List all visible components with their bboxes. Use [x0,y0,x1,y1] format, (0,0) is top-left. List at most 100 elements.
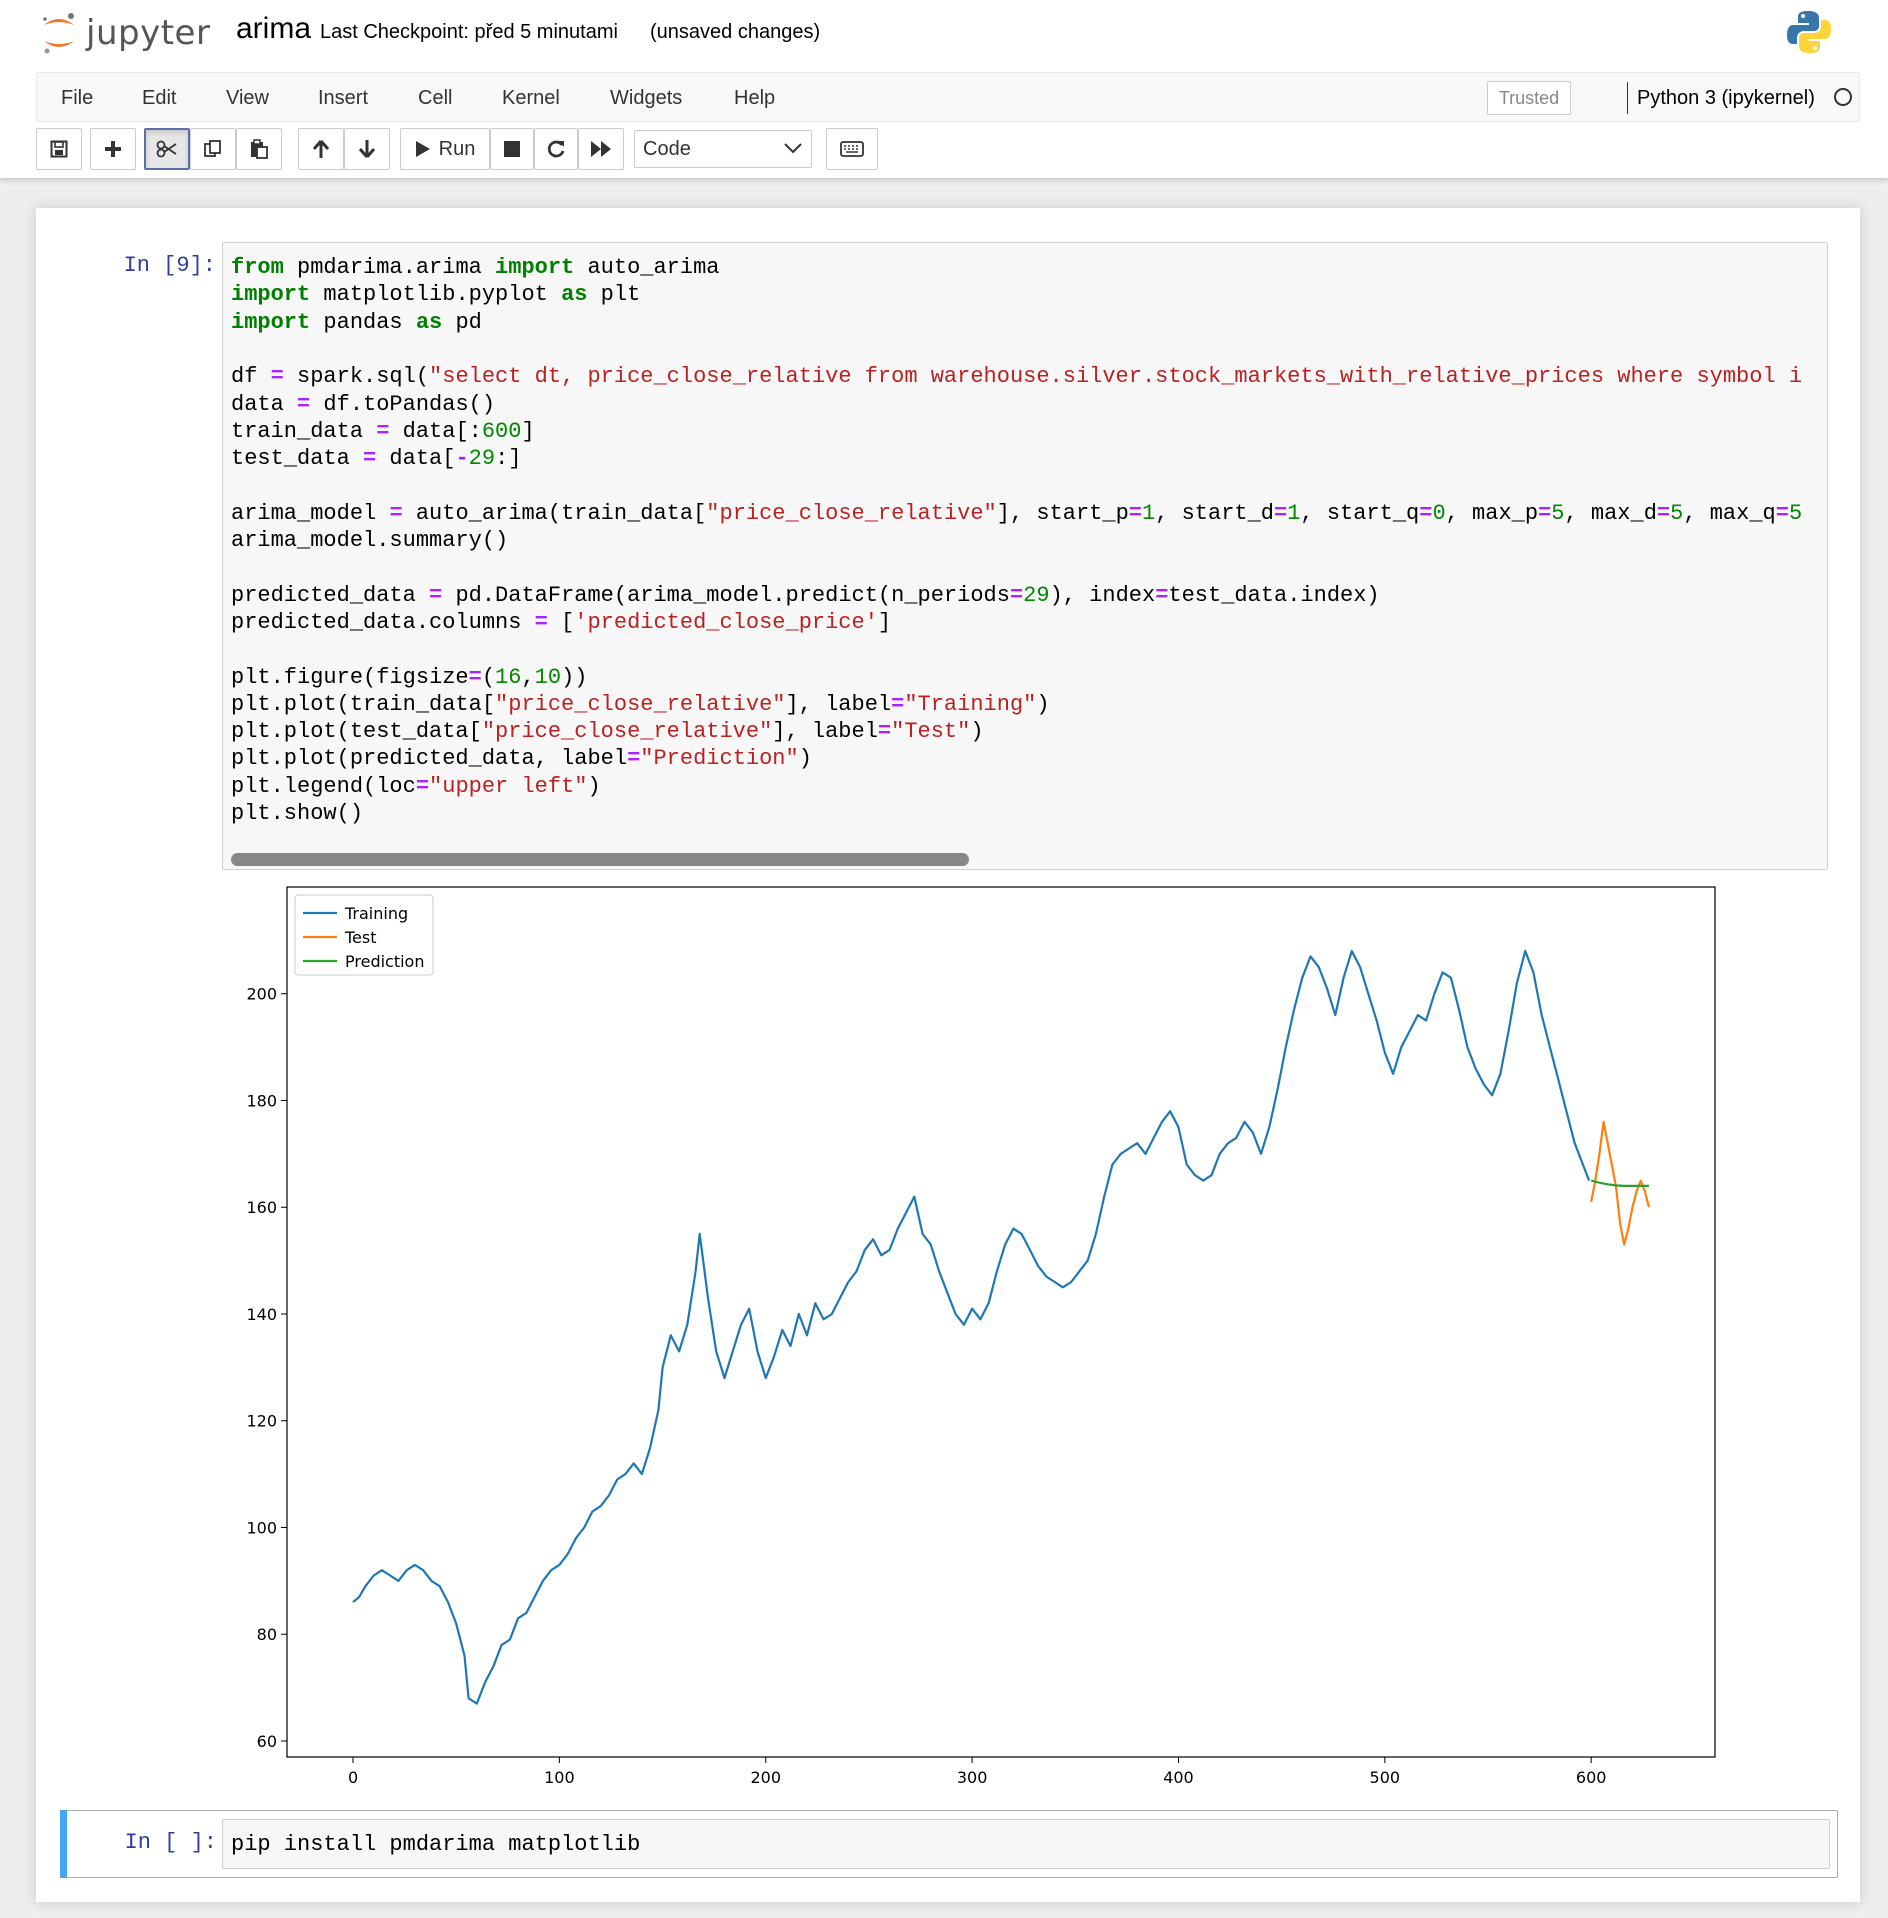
menubar: File Edit View Insert Cell Kernel Widget… [36,72,1860,122]
arrow-down-icon [358,140,376,158]
chart-output: 0 100 200 300 400 500 600 60 80 100 120 140 160 180 20… [222,873,1752,1793]
code-line: plt.figure(figsize=(16,10)) [231,664,588,690]
y-tick-label: 100 [246,1518,277,1537]
code-line: plt.plot(train_data["price_close_relativ… [231,691,1050,717]
copy-icon [204,140,221,157]
run-label: Run [438,137,476,160]
stop-icon [504,141,520,157]
code-line: test_data = data[-29:] [231,446,522,472]
horizontal-scrollbar[interactable] [223,849,1827,869]
restart-button[interactable] [534,128,578,170]
code-line: data = df.toPandas() [231,391,496,417]
y-tick-label: 60 [257,1732,277,1751]
code-line: pip install pmdarima matplotlib [231,1832,641,1857]
insert-cell-button[interactable] [90,128,136,170]
x-tick-label: 500 [1370,1768,1401,1787]
menu-edit[interactable]: Edit [142,87,177,109]
plot-area [286,886,1716,1758]
autosave-status: (unsaved changes) [650,21,821,43]
code-line: predicted_data.columns = ['predicted_clo… [231,609,892,635]
move-down-button[interactable] [344,128,390,170]
menu-insert[interactable]: Insert [318,87,369,109]
series-line-test [1590,1120,1651,1246]
save-button[interactable] [36,128,82,170]
command-palette-button[interactable] [826,128,878,170]
code-cell-input[interactable]: from pmdarima.arima import auto_arima im… [222,242,1828,870]
x-tick-label: 100 [544,1768,575,1787]
series-line-prediction [1590,1179,1649,1187]
code-line: arima_model = auto_arima(train_data["pri… [231,500,1803,526]
cut-button[interactable] [144,128,190,170]
y-tick-label: 120 [246,1412,277,1431]
code-line: predicted_data = pd.DataFrame(arima_mode… [231,582,1380,608]
jupyter-logo-icon [43,13,74,54]
paste-icon [251,139,268,159]
code-cell-input[interactable]: pip install pmdarima matplotlib [222,1819,1830,1869]
y-tick-label: 180 [246,1091,277,1110]
menu-cell[interactable]: Cell [418,87,453,109]
code-line: plt.plot(predicted_data, label="Predicti… [231,746,812,772]
legend-label: Training [344,904,408,923]
y-tick-label: 140 [246,1305,277,1324]
kernel-separator [1627,82,1628,114]
x-tick-label: 300 [957,1768,988,1787]
paste-button[interactable] [236,128,282,170]
code-line: from pmdarima.arima import auto_arima [231,255,720,280]
x-tick-label: 600 [1576,1768,1607,1787]
line-chart: 0 100 200 300 400 500 600 60 80 100 120 140 160 180 20… [246,886,1716,1787]
y-tick-label: 200 [246,985,277,1004]
save-icon [50,140,68,158]
y-tick-label: 160 [246,1198,277,1217]
restart-run-all-button[interactable] [578,128,624,170]
series-line-training [352,949,1591,1705]
chevron-down-icon [784,143,802,154]
legend [294,894,434,976]
x-tick-label: 400 [1163,1768,1194,1787]
play-icon [415,141,430,157]
legend-label: Prediction [345,952,424,971]
python-logo-icon [1785,8,1833,61]
selected-cell[interactable]: In [ ]: pip install pmdarima matplotlib [60,1810,1838,1878]
x-tick-label: 200 [750,1768,781,1787]
cell-type-value: Code [643,138,691,160]
checkpoint-status: Last Checkpoint: před 5 minutami [320,21,618,43]
plus-icon [105,141,121,157]
code-line: train_data = data[:600] [231,418,535,444]
menu-help[interactable]: Help [734,87,776,109]
code-line: import pandas as pd [231,309,482,335]
menu-file[interactable]: File [61,87,94,109]
menu-kernel[interactable]: Kernel [502,87,560,109]
move-up-button[interactable] [298,128,344,170]
code-line: plt.show() [231,801,364,826]
trusted-indicator[interactable]: Trusted [1487,81,1571,115]
cell-type-select[interactable]: Code [634,130,812,168]
kernel-idle-icon [1834,88,1852,106]
run-button[interactable]: Run [400,128,490,170]
input-prompt: In [ ]: [124,1830,217,1855]
code-line: plt.legend(loc="upper left") [231,773,601,799]
menu-view[interactable]: View [226,87,269,109]
code-line: import matplotlib.pyplot as plt [231,282,641,308]
input-prompt: In [9]: [123,253,216,278]
jupyter-logo[interactable]: jupyter [40,8,210,58]
fast-forward-icon [591,141,611,157]
cut-icon [156,140,177,158]
menu-widgets[interactable]: Widgets [610,87,683,109]
keyboard-icon [840,141,864,157]
notebook-container: In [9]: from pmdarima.arima import auto_… [36,208,1860,1902]
logo-text: jupyter [86,13,211,53]
header: jupyter arima Last Checkpoint: před 5 mi… [0,0,1888,178]
selected-cell-indicator [60,1810,67,1878]
scrollbar-thumb[interactable] [231,853,969,866]
code-line: plt.plot(test_data["price_close_relative… [231,719,984,745]
x-tick-label: 0 [348,1768,358,1787]
notebook-name[interactable]: arima [236,12,312,45]
arrow-up-icon [312,140,330,158]
interrupt-button[interactable] [490,128,534,170]
y-tick-label: 80 [257,1625,277,1644]
kernel-name[interactable]: Python 3 (ipykernel) [1637,87,1815,109]
copy-button[interactable] [190,128,236,170]
code-line: arima_model.summary() [231,528,509,553]
legend-label: Test [344,928,377,947]
restart-icon [547,140,565,158]
